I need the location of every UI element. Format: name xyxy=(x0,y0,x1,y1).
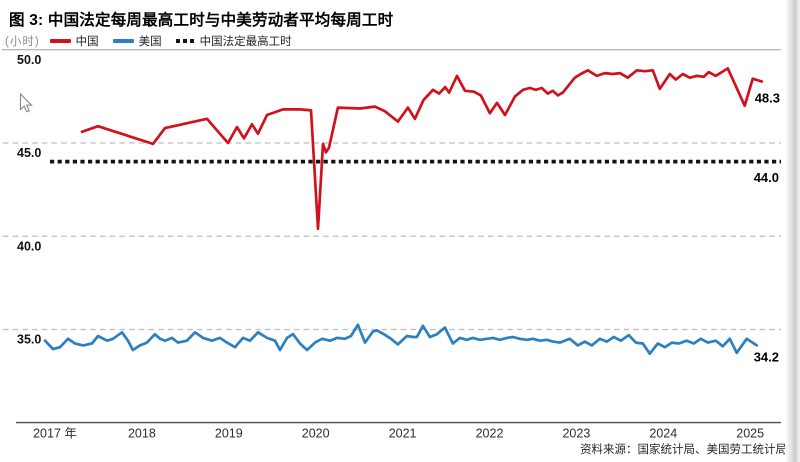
legend-item-china: 中国 xyxy=(49,33,99,49)
x-tick-label-2020: 2020 xyxy=(302,427,330,441)
legend-unit-label: (小时) xyxy=(5,36,40,48)
x-tick-label-2024: 2024 xyxy=(649,427,677,441)
legend-item-label: 美国 xyxy=(138,36,162,48)
x-tick-label-2017: 2017 年 xyxy=(33,427,77,441)
dotted-line-swatch-icon xyxy=(175,39,196,43)
legend-item-statutory: 中国法定最高工时 xyxy=(175,33,292,49)
x-tick-label-2019: 2019 xyxy=(215,427,243,441)
y-tick-label-40: 40.0 xyxy=(17,239,41,253)
mouse-cursor xyxy=(19,92,33,113)
legend-item-label: 中国法定最高工时 xyxy=(199,36,292,48)
source-note: 资料来源：国家统计局、美国劳工统计局 xyxy=(580,444,787,456)
us-end-value-label: 34.2 xyxy=(754,349,779,364)
china-line-swatch-icon xyxy=(49,39,71,43)
legend-item-label: 中国 xyxy=(75,36,99,48)
statutory-value-label: 44.0 xyxy=(754,170,779,185)
us-series-line xyxy=(43,323,759,356)
china-series-line xyxy=(80,67,764,231)
y-tick-label-45: 45.0 xyxy=(17,146,41,160)
x-tick-label-2018: 2018 xyxy=(128,427,156,441)
legend-item-us: 美国 xyxy=(112,33,162,49)
y-tick-label-50: 50.0 xyxy=(17,53,41,67)
x-tick-label-2022: 2022 xyxy=(476,427,504,441)
china-end-value-label: 48.3 xyxy=(755,90,780,105)
x-tick-label-2021: 2021 xyxy=(389,427,417,441)
y-tick-label-35: 35.0 xyxy=(17,333,41,347)
page-title: 图 3: 中国法定每周最高工时与中美劳动者平均每周工时 xyxy=(9,12,394,29)
us-line-swatch-icon xyxy=(112,39,134,43)
x-tick-label-2023: 2023 xyxy=(562,427,590,441)
x-tick-label-2025: 2025 xyxy=(736,427,764,441)
chart-legend: (小时) 中国 美国 中国法定最高工时 xyxy=(5,33,306,49)
